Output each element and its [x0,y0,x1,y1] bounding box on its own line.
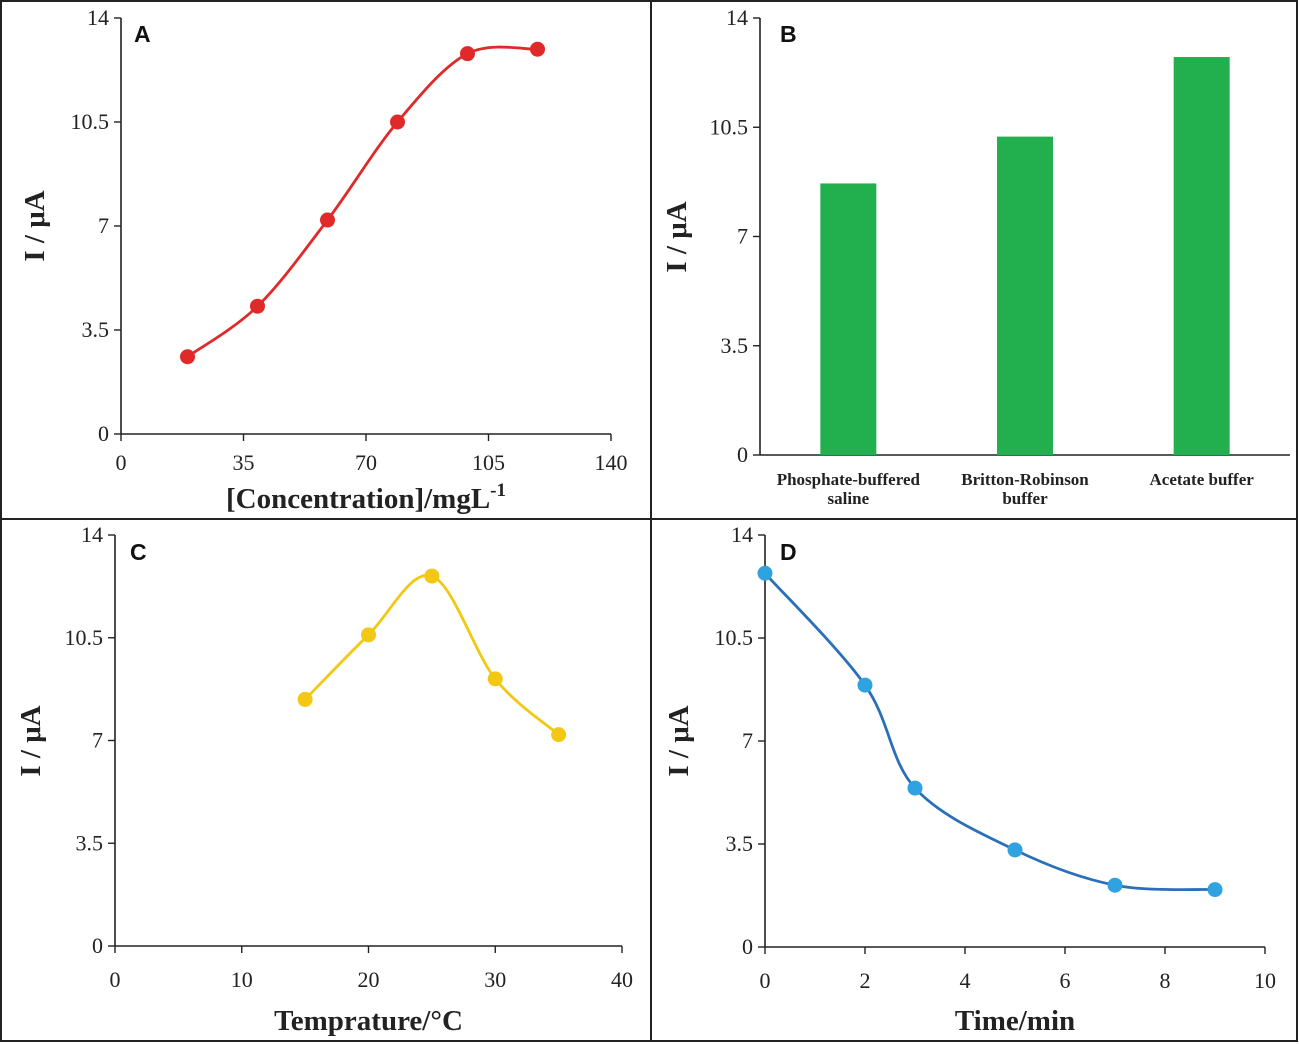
x-tick-label: 0 [760,968,771,993]
series-line [304,573,560,736]
category-label: Acetate buffer [1150,470,1255,489]
x-tick-label: 6 [1060,968,1071,993]
panel-b-chart: 0 3.5 7 10.5 14 I / μA Phosphate-bufferedsalin… [661,5,1290,508]
panel-letter: B [780,21,797,47]
x-tick-label: 20 [358,967,380,992]
panel-d-border [650,518,1298,1042]
y-tick-label: 7 [742,728,753,753]
y-tick-label: 14 [731,522,753,547]
y-tick-label: 3.5 [82,317,110,342]
x-axis-title: Time/min [955,1005,1075,1037]
y-tick-label: 0 [98,421,109,446]
y-tick-label: 10.5 [710,114,749,139]
panel-a-chart: 0 3.5 7 10.5 14 I / μA 0 35 70 105 140 [Concentrati… [19,5,628,515]
category-label: saline [828,489,870,508]
data-point [857,677,873,693]
y-tick-label: 0 [737,442,748,467]
data-point [460,46,475,62]
data-point [487,671,503,687]
y-tick-label: 7 [98,213,109,238]
bar [1173,57,1230,456]
series-line [186,45,538,358]
y-tick-label: 14 [81,522,103,547]
y-tick-label: 0 [742,934,753,959]
data-point [1207,882,1223,898]
data-point [180,349,195,365]
x-axis-title: [Concentration]/mgL-1 [226,480,506,515]
category-label: Britton-Robinson [961,470,1089,489]
data-point [551,727,567,743]
y-tick-label: 3.5 [76,830,104,855]
panel-letter: D [780,539,797,565]
x-tick-label: 0 [116,450,127,475]
data-point [297,691,313,707]
data-point [361,627,376,643]
x-tick-label: 10 [231,967,253,992]
x-tick-label: 4 [960,968,971,993]
y-tick-label: 14 [87,5,109,30]
panel-c-border [0,518,652,1042]
x-tick-label: 35 [233,450,255,475]
x-tick-label: 0 [110,967,121,992]
x-tick-label: 70 [355,450,377,475]
x-tick-label: 40 [611,967,633,992]
y-tick-label: 7 [737,224,748,249]
data-point [250,298,265,314]
y-tick-label: 7 [92,728,103,753]
y-tick-label: 3.5 [721,333,749,358]
data-point [1007,842,1023,858]
panel-d-chart: 0 3.5 7 10.5 14 I / μA 0 2 4 6 8 10 Time/min D [663,522,1276,1037]
x-tick-label: 2 [860,968,871,993]
y-axis-title: I / μA [19,190,51,261]
y-tick-label: 0 [92,933,103,958]
x-tick-label: 10 [1254,968,1276,993]
category-label: Phosphate-buffered [777,470,921,489]
y-axis-title: I / μA [663,705,695,776]
series-line [763,572,1216,892]
y-axis-title: I / μA [15,705,47,776]
y-tick-label: 10.5 [65,625,104,650]
data-point [1107,877,1123,893]
category-label: buffer [1002,489,1048,508]
data-point [907,780,923,796]
y-tick-label: 3.5 [726,831,754,856]
x-axis-title: Temprature/°C [274,1005,463,1037]
x-tick-label: 8 [1160,968,1171,993]
data-point [757,565,773,581]
panel-c-chart: 0 3.5 7 10.5 14 I / μA 0 10 20 30 40 Temprature/°C C [15,522,633,1037]
panel-letter: A [134,21,151,47]
data-point [530,41,545,57]
y-tick-label: 10.5 [71,109,110,134]
panel-letter: C [130,539,147,565]
x-tick-label: 105 [472,450,505,475]
x-tick-label: 140 [595,450,628,475]
y-tick-label: 10.5 [715,625,754,650]
y-tick-label: 14 [726,5,748,30]
data-point [320,212,335,228]
bar [820,183,877,455]
data-point [424,568,440,584]
bar [997,136,1053,455]
data-point [390,114,405,130]
x-tick-label: 30 [484,967,506,992]
y-axis-title: I / μA [661,201,693,272]
x-axis-title-superscript: -1 [490,480,506,501]
